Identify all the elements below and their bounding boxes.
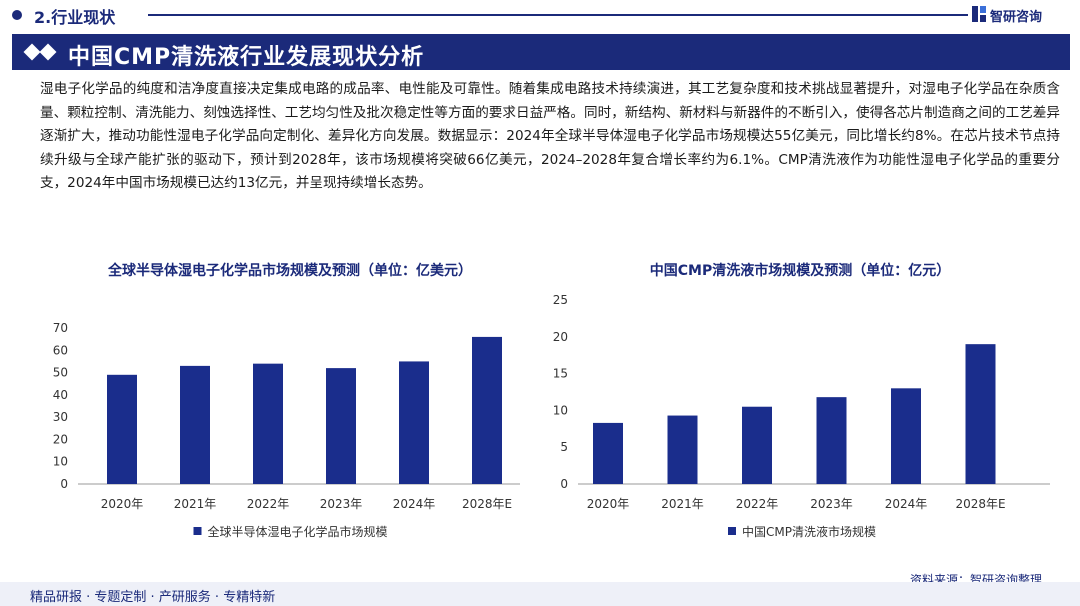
y-tick-label: 15 — [553, 367, 568, 381]
y-tick-label: 0 — [560, 477, 568, 491]
chart-china-cmp-cleaning: 中国CMP清洗液市场规模及预测（单位：亿元） 0 5 10 15 20 25 2020年 20… — [550, 258, 1060, 558]
y-tick-label: 60 — [53, 343, 68, 357]
bar — [965, 344, 996, 484]
intro-paragraph: 湿电子化学品的纯度和洁净度直接决定集成电路的成品率、电性能及可靠性。随着集成电路… — [40, 81, 1060, 192]
x-tick-label: 2022年 — [247, 497, 290, 511]
brand-logo-icon — [972, 6, 986, 22]
y-tick-label: 30 — [53, 410, 68, 424]
y-tick-label: 0 — [60, 477, 68, 491]
bar — [253, 363, 283, 484]
title-banner: 中国CMP清洗液行业发展现状分析 — [12, 34, 1070, 70]
legend-label: 中国CMP清洗液市场规模 — [742, 524, 876, 539]
page-title: 中国CMP清洗液行业发展现状分析 — [68, 45, 425, 70]
bar — [399, 361, 429, 484]
legend-swatch — [728, 527, 736, 535]
x-tick-label: 2021年 — [661, 497, 704, 511]
x-tick-label: 2022年 — [736, 497, 779, 511]
bar — [742, 406, 772, 484]
chart-title: 全球半导体湿电子化学品市场规模及预测（单位：亿美元） — [108, 263, 472, 279]
y-tick-label: 40 — [53, 388, 68, 402]
chart-svg: 0 10 20 30 40 50 60 70 2020年 2021年 2022年 2023年 2024年… — [53, 321, 520, 539]
bar — [180, 365, 210, 484]
x-tick-label: 2021年 — [174, 497, 217, 511]
chart-title: 中国CMP清洗液市场规模及预测（单位：亿元） — [649, 263, 951, 279]
bar — [472, 336, 502, 484]
legend-swatch — [193, 527, 202, 535]
y-tick-label: 10 — [553, 403, 568, 417]
chart-svg: 0 5 10 15 20 25 2020年 2021年 2022年 2023年 2024年 2028年… — [553, 293, 1050, 539]
x-tick-label: 2023年 — [320, 497, 363, 511]
x-tick-label: 2020年 — [101, 497, 144, 511]
x-tick-label: 2020年 — [587, 497, 630, 511]
banner-diamond-icon — [39, 43, 57, 61]
section-bullet — [12, 10, 22, 20]
y-tick-label: 50 — [53, 366, 68, 380]
bar — [891, 388, 921, 484]
y-tick-label: 20 — [53, 432, 68, 446]
chart-global-wet-chemicals: 全球半导体湿电子化学品市场规模及预测（单位：亿美元） 0 10 20 30 40 50 60… — [40, 258, 530, 558]
footer-services: 精品研报 · 专题定制 · 产研服务 · 专精特新 — [30, 590, 276, 605]
x-tick-label: 2024年 — [393, 497, 436, 511]
banner-diamond-icon — [23, 43, 41, 61]
y-tick-label: 20 — [553, 330, 568, 344]
brand-name: 智研咨询 — [990, 10, 1043, 25]
header-divider — [148, 14, 968, 16]
x-tick-label: 2023年 — [810, 497, 853, 511]
y-tick-label: 10 — [53, 455, 68, 469]
y-tick-label: 25 — [553, 293, 568, 307]
bar — [816, 397, 847, 484]
x-tick-label: 2024年 — [885, 497, 928, 511]
bar — [326, 368, 356, 484]
x-tick-label: 2028年E — [462, 497, 512, 511]
bar — [667, 415, 698, 484]
y-tick-label: 70 — [53, 321, 68, 335]
bar — [593, 422, 623, 484]
footer-bar: 精品研报 · 专题定制 · 产研服务 · 专精特新 — [0, 582, 1080, 606]
y-tick-label: 5 — [560, 440, 568, 454]
top-header: 2.行业现状 智研咨询 — [0, 0, 1080, 30]
bar — [107, 374, 137, 484]
legend-label: 全球半导体湿电子化学品市场规模 — [208, 524, 388, 539]
section-label: 2.行业现状 — [34, 8, 116, 27]
x-tick-label: 2028年E — [955, 497, 1005, 511]
